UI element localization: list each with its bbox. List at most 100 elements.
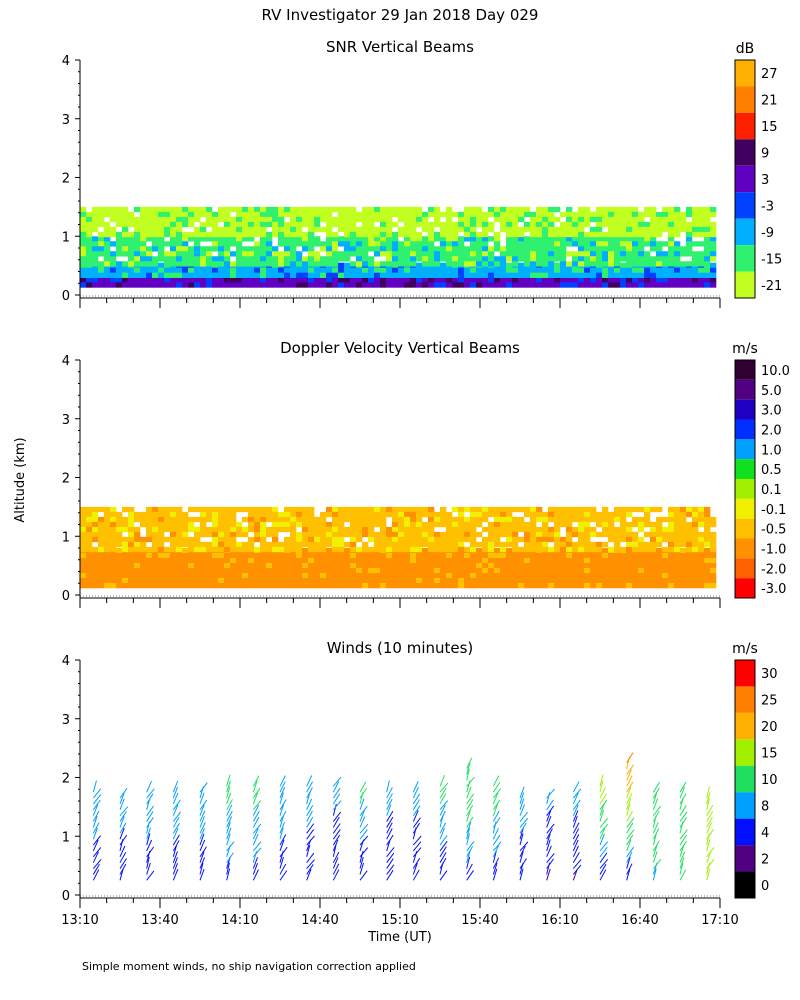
heatmap-cell — [98, 558, 105, 564]
heatmap-cell — [224, 568, 231, 574]
heatmap-cell — [98, 241, 105, 247]
heatmap-cell — [392, 267, 399, 273]
heatmap-cell — [218, 558, 225, 564]
heatmap-cell — [662, 241, 669, 247]
heatmap-cell — [392, 578, 399, 584]
heatmap-cell — [158, 506, 165, 513]
heatmap-cell — [206, 553, 213, 559]
wind-barb — [706, 786, 710, 799]
heatmap-cell — [524, 578, 531, 584]
heatmap-cell — [578, 216, 585, 223]
heatmap-cell — [266, 531, 273, 538]
heatmap-cell — [482, 553, 489, 559]
wind-barb — [412, 810, 419, 822]
heatmap-cell — [470, 256, 477, 262]
heatmap-cell — [560, 231, 567, 238]
heatmap-cell — [608, 236, 615, 242]
heatmap-cell — [140, 536, 147, 543]
heatmap-cell — [410, 236, 417, 242]
wind-barb — [546, 788, 555, 799]
heatmap-cell — [602, 277, 609, 283]
heatmap-cell — [464, 516, 471, 523]
heatmap-cell — [146, 558, 153, 564]
heatmap-cell — [596, 251, 603, 257]
heatmap-cell — [122, 536, 129, 543]
heatmap-cell — [218, 563, 225, 569]
heatmap-cell — [254, 211, 261, 218]
heatmap-cell — [446, 546, 453, 553]
heatmap-cell — [110, 211, 117, 218]
heatmap-cell — [530, 568, 537, 574]
heatmap-cell — [182, 553, 189, 559]
heatmap-cell — [164, 546, 171, 553]
heatmap-cell — [536, 578, 543, 584]
heatmap-cell — [242, 216, 249, 223]
heatmap-cell — [266, 231, 273, 238]
heatmap-cell — [548, 241, 555, 247]
heatmap-cell — [332, 272, 339, 278]
heatmap-cell — [386, 267, 393, 273]
heatmap-cell — [296, 516, 303, 523]
heatmap-cell — [266, 506, 273, 513]
wind-barb — [599, 841, 609, 852]
heatmap-cell — [398, 531, 405, 538]
heatmap-cell — [608, 216, 615, 223]
heatmap-cell — [152, 236, 159, 242]
heatmap-cell — [380, 578, 387, 584]
heatmap-cell — [596, 216, 603, 223]
colorbar-swatch — [735, 379, 755, 400]
heatmap-cell — [206, 583, 213, 589]
heatmap-cell — [590, 583, 597, 589]
heatmap-cell — [116, 573, 123, 579]
heatmap-cell — [164, 521, 171, 528]
heatmap-cell — [674, 251, 681, 257]
heatmap-cell — [566, 511, 573, 518]
heatmap-cell — [650, 558, 657, 564]
heatmap-cell — [506, 506, 513, 513]
heatmap-cell — [350, 206, 357, 213]
wind-barb — [92, 839, 99, 852]
heatmap-cell — [128, 573, 135, 579]
heatmap-cell — [200, 251, 207, 257]
heatmap-cell — [608, 272, 615, 278]
heatmap-cell — [140, 246, 147, 252]
heatmap-cell — [698, 516, 705, 523]
heatmap-cell — [176, 568, 183, 574]
wind-barb — [92, 822, 100, 834]
heatmap-cell — [320, 226, 327, 233]
heatmap-cell — [326, 231, 333, 238]
wind-barb — [146, 827, 151, 840]
heatmap-cell — [296, 267, 303, 273]
heatmap-cell — [656, 563, 663, 569]
heatmap-cell — [254, 563, 261, 569]
heatmap-cell — [338, 583, 345, 589]
heatmap-cell — [140, 226, 147, 233]
heatmap-cell — [104, 221, 111, 228]
wind-barb — [626, 851, 633, 863]
wind-barb — [172, 816, 180, 828]
heatmap-cell — [122, 241, 129, 247]
colorbar-label: 3 — [761, 173, 769, 188]
heatmap-cell — [680, 506, 687, 513]
wind-barb — [332, 823, 341, 834]
wind-barb — [572, 859, 582, 869]
wind-barb — [199, 804, 205, 816]
heatmap-cell — [650, 246, 657, 252]
heatmap-cell — [212, 578, 219, 584]
heatmap-cell — [440, 246, 447, 252]
wind-barb — [706, 839, 711, 852]
heatmap-cell — [590, 216, 597, 223]
heatmap-cell — [494, 231, 501, 238]
heatmap-cell — [554, 506, 561, 513]
heatmap-cell — [296, 536, 303, 543]
heatmap-cell — [218, 573, 225, 579]
wind-barb — [226, 786, 231, 799]
heatmap-cell — [386, 277, 393, 283]
heatmap-cell — [548, 516, 555, 523]
heatmap-cell — [290, 558, 297, 564]
heatmap-cell — [350, 277, 357, 283]
heatmap-cell — [632, 573, 639, 579]
heatmap-cell — [290, 256, 297, 262]
heatmap-cell — [374, 568, 381, 574]
heatmap-cell — [302, 526, 309, 533]
